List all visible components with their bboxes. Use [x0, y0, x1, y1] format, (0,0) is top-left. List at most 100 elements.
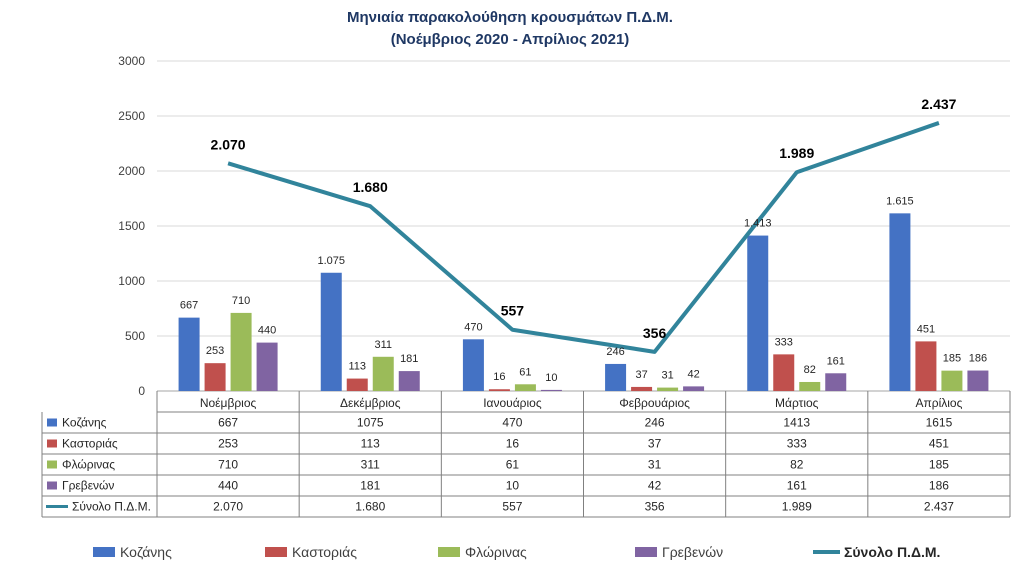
- bar: [204, 363, 226, 391]
- bar: [514, 384, 536, 391]
- legend-label: Καστοριάς: [292, 544, 357, 560]
- table-row-name: Φλώρινας: [62, 458, 115, 472]
- legend-key: [265, 547, 287, 557]
- line-value-label: 1.680: [353, 179, 388, 195]
- bar-value-label: 470: [464, 321, 482, 333]
- bar: [346, 378, 368, 391]
- table-cell: 440: [218, 479, 238, 493]
- table-cell: 61: [506, 458, 520, 472]
- table-cell: 1075: [357, 416, 384, 430]
- legend-label: Γρεβενών: [662, 544, 723, 560]
- legend-label: Σύνολο Π.Δ.Μ.: [844, 544, 940, 560]
- bar: [799, 381, 821, 391]
- bar: [320, 272, 342, 391]
- y-tick-label: 0: [138, 384, 145, 398]
- data-labels: 667 1.075 470 246 1.413 1.615 253 113 16 37 333 451…: [180, 96, 987, 384]
- bar-value-label: 10: [545, 372, 557, 384]
- chart-subtitle: (Νοέμβριος 2020 - Απρίλιος 2021): [391, 31, 630, 48]
- bar: [941, 370, 963, 391]
- category-label: Φεβρουάριος: [619, 396, 690, 410]
- bar-value-label: 440: [258, 325, 276, 337]
- legend-key: [438, 547, 460, 557]
- table-cell: 37: [648, 437, 662, 451]
- bar-value-label: 16: [493, 371, 505, 383]
- table-row-name: Καστοριάς: [62, 437, 118, 451]
- category-label: Νοέμβριος: [200, 396, 257, 410]
- bar-value-label: 113: [348, 361, 366, 373]
- legend-label: Φλώρινας: [465, 544, 527, 560]
- table-cell: 253: [218, 437, 238, 451]
- y-tick-label: 1500: [118, 219, 145, 233]
- table-cell: 2.070: [213, 500, 243, 514]
- bar-value-label: 667: [180, 300, 198, 312]
- bar: [230, 312, 252, 391]
- legend: Κοζάνης Καστοριάς Φλώρινας Γρεβενών Σύνολο Π…: [93, 544, 940, 560]
- bar-value-label: 1.615: [886, 195, 914, 207]
- bar-value-label: 333: [775, 336, 793, 348]
- bar-value-label: 42: [687, 368, 699, 380]
- bar: [256, 342, 278, 391]
- line-value-label: 1.989: [779, 145, 814, 161]
- y-tick-label: 500: [125, 329, 145, 343]
- bar: [657, 387, 679, 391]
- bar: [540, 389, 562, 391]
- table-cell: 186: [929, 479, 949, 493]
- bar-value-label: 311: [374, 339, 392, 351]
- bar: [915, 341, 937, 391]
- legend-key: [635, 547, 657, 557]
- table-row-name: Σύνολο Π.Δ.Μ.: [72, 500, 151, 514]
- table-cell: 1.680: [355, 500, 385, 514]
- bar-value-label: 181: [400, 353, 418, 365]
- y-axis: 0 500 1000 1500 2000 2500 3000: [118, 54, 145, 398]
- bar: [967, 370, 989, 391]
- line-value-label: 557: [501, 303, 525, 319]
- table-cell: 161: [787, 479, 807, 493]
- category-label: Απρίλιος: [915, 396, 962, 410]
- table-cell: 356: [645, 500, 665, 514]
- bar-value-label: 253: [206, 345, 224, 357]
- category-label: Ιανουάριος: [483, 396, 542, 410]
- line-value-label: 2.437: [921, 96, 956, 112]
- bar: [825, 373, 847, 391]
- table-cell: 246: [645, 416, 665, 430]
- bar-series: [178, 213, 989, 391]
- table-cell: 451: [929, 437, 949, 451]
- table-row-key: [47, 460, 57, 469]
- bar-value-label: 246: [606, 346, 624, 358]
- category-label: Δεκέμβριος: [340, 396, 401, 410]
- line-series: [227, 121, 940, 354]
- bar: [398, 371, 420, 391]
- legend-key: [93, 547, 115, 557]
- bar: [631, 386, 653, 391]
- bar-value-label: 161: [827, 355, 845, 367]
- table-cell: 16: [506, 437, 520, 451]
- data-table: Νοέμβριος Δεκέμβριος Ιανουάριος Φεβρουάριος…: [41, 391, 1011, 518]
- table-cell: 181: [360, 479, 380, 493]
- table-row-key: [47, 481, 57, 490]
- bar: [605, 363, 627, 391]
- bar-value-label: 82: [804, 364, 816, 376]
- category-label: Μάρτιος: [775, 396, 819, 410]
- table-cell: 113: [361, 437, 380, 451]
- table-cell: 710: [218, 458, 238, 472]
- table-cell: 10: [506, 479, 520, 493]
- bar-value-label: 185: [943, 353, 961, 365]
- y-tick-label: 2000: [118, 164, 145, 178]
- table-cell: 2.437: [924, 500, 954, 514]
- table-cell: 667: [218, 416, 238, 430]
- table-cell: 557: [502, 500, 522, 514]
- bar: [773, 354, 795, 391]
- bar-value-label: 186: [969, 353, 987, 365]
- bar-value-label: 31: [661, 370, 673, 382]
- table-row-name: Γρεβενών: [62, 479, 114, 493]
- bar-value-label: 61: [519, 366, 531, 378]
- table-cell: 185: [929, 458, 949, 472]
- y-tick-label: 1000: [118, 274, 145, 288]
- chart-title: Μηνιαία παρακολούθηση κρουσμάτων Π.Δ.Μ.: [347, 9, 673, 26]
- line-value-label: 356: [643, 325, 667, 341]
- bar: [488, 389, 510, 391]
- gridlines: [157, 60, 1010, 392]
- table-cell: 333: [787, 437, 807, 451]
- bar: [462, 339, 484, 391]
